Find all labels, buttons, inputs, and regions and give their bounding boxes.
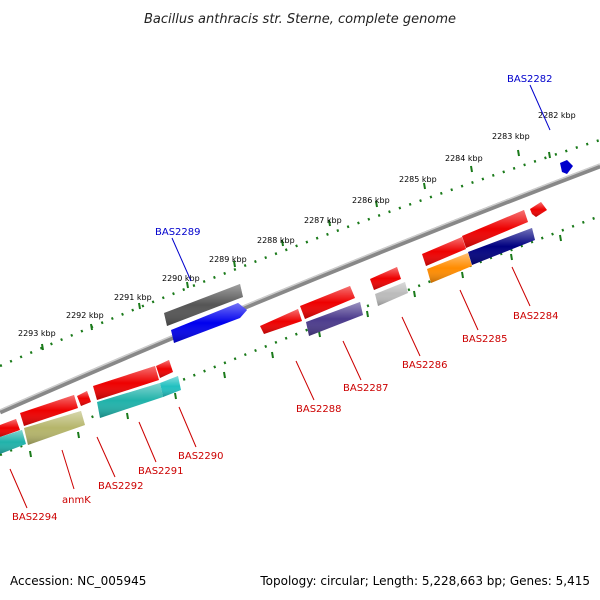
reverse-strand-genes	[0, 202, 547, 454]
scale-label-2290: 2290 kbp	[162, 274, 200, 283]
scale-label-2287: 2287 kbp	[304, 216, 342, 225]
cds-track-shade	[0, 202, 547, 437]
gene-label-bas2291[interactable]: BAS2291	[138, 466, 184, 477]
scale-label-2288: 2288 kbp	[257, 236, 295, 245]
genome-backbone	[0, 163, 600, 415]
gene-label-bas2289[interactable]: BAS2289	[155, 227, 201, 238]
genome-backbone-highlight	[0, 163, 600, 411]
scale-label-2289: 2289 kbp	[209, 255, 247, 264]
gene-label-bas2288[interactable]: BAS2288	[296, 404, 342, 415]
gene-blocks-shade	[0, 228, 535, 454]
scale-label-2283: 2283 kbp	[492, 132, 530, 141]
scale-label-2285: 2285 kbp	[399, 175, 437, 184]
scale-label-2286: 2286 kbp	[352, 196, 390, 205]
gene-arrow-bas2282[interactable]	[560, 160, 573, 174]
gene-block-bas2289[interactable]	[164, 284, 247, 343]
gene-label-bas2290[interactable]: BAS2290	[178, 451, 224, 462]
accession-text: Accession: NC_005945	[10, 574, 147, 588]
leader-lines	[9, 84, 551, 509]
gene-label-bas2285[interactable]: BAS2285	[462, 334, 508, 345]
scale-label-2282: 2282 kbp	[538, 111, 576, 120]
gene-label-bas2294[interactable]: BAS2294	[12, 512, 58, 523]
forward-strand-genes	[164, 160, 573, 343]
scale-label-2291: 2291 kbp	[114, 293, 152, 302]
scale-label-2292: 2292 kbp	[66, 311, 104, 320]
gene-label-bas2282[interactable]: BAS2282	[507, 74, 553, 85]
outer-major-ticks	[41, 149, 551, 351]
scale-labels: 2282 kbp 2283 kbp 2284 kbp 2285 kbp 2286…	[18, 111, 576, 338]
map-title: Bacillus anthracis str. Sterne, complete…	[144, 12, 456, 27]
scale-label-2293: 2293 kbp	[18, 329, 56, 338]
gene-label-bas2292[interactable]: BAS2292	[98, 481, 144, 492]
inner-major-ticks	[29, 234, 562, 458]
gene-labels: BAS2282 BAS2289 BAS2284 BAS2285 BAS2286 …	[12, 74, 559, 523]
topology-summary: Topology: circular; Length: 5,228,663 bp…	[260, 574, 590, 588]
inner-tick-track	[0, 214, 600, 457]
gene-label-anmk[interactable]: anmK	[62, 495, 91, 506]
gene-label-bas2284[interactable]: BAS2284	[513, 311, 559, 322]
outer-tick-track	[0, 138, 600, 368]
scale-label-2284: 2284 kbp	[445, 154, 483, 163]
gene-label-bas2287[interactable]: BAS2287	[343, 383, 389, 394]
gene-label-bas2286[interactable]: BAS2286	[402, 360, 448, 371]
